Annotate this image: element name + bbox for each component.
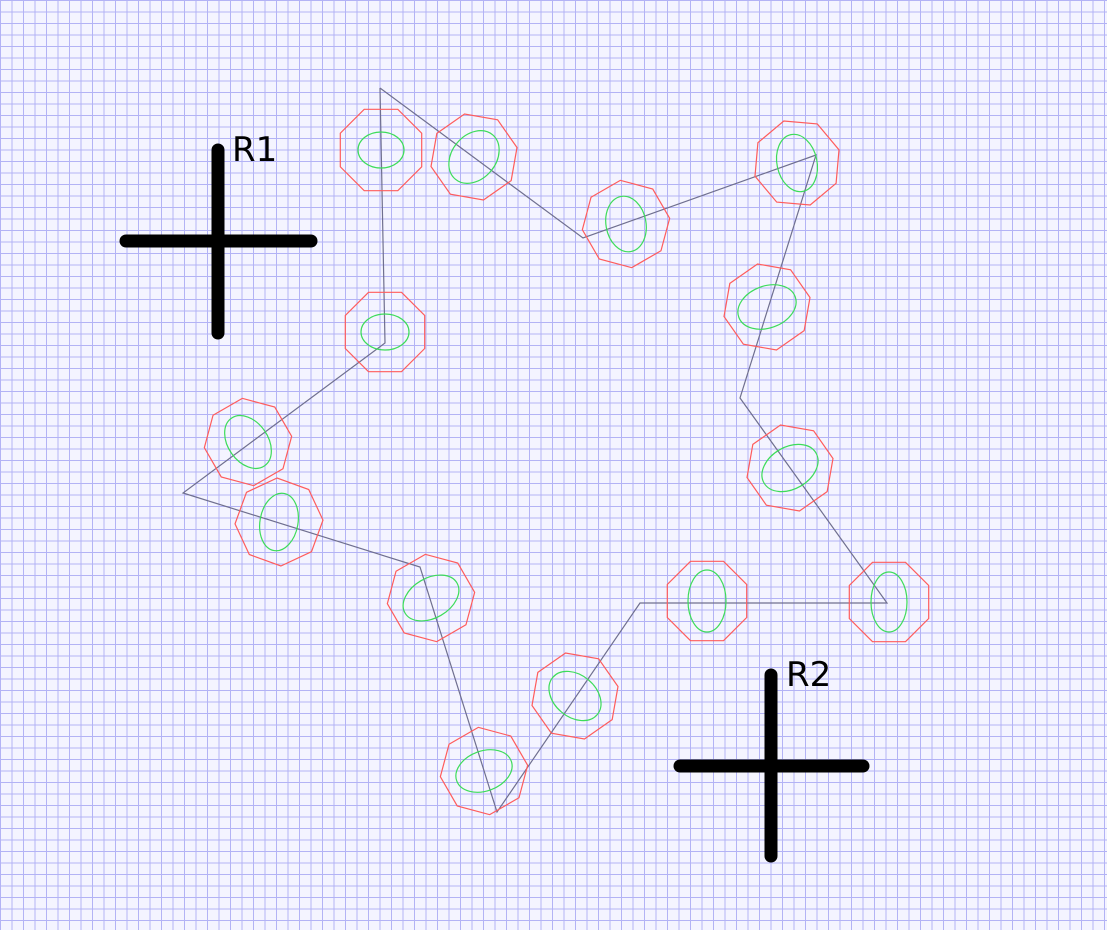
pad-ellipse bbox=[448, 130, 500, 184]
pad-group bbox=[203, 108, 930, 816]
pad-ellipse bbox=[259, 492, 299, 552]
marker-label-r1: R1 bbox=[232, 130, 277, 170]
pad-ellipse bbox=[775, 133, 819, 193]
pad-ellipse bbox=[761, 443, 819, 493]
pad-octagon bbox=[848, 561, 930, 643]
pad-octagon bbox=[234, 477, 324, 567]
pad-octagon bbox=[581, 179, 671, 269]
route-path bbox=[181, 87, 889, 814]
pad-octagon bbox=[754, 120, 840, 206]
marker-label-r2: R2 bbox=[786, 655, 831, 695]
pad-octagon bbox=[344, 291, 426, 373]
pad-ellipse bbox=[605, 195, 647, 253]
pad-ellipse bbox=[737, 284, 797, 330]
pad-octagon bbox=[439, 726, 529, 816]
pad-ellipse bbox=[548, 670, 602, 722]
pad-octagon bbox=[531, 652, 619, 740]
pad-ellipse bbox=[360, 313, 410, 351]
pad-octagon bbox=[666, 560, 748, 642]
pad-ellipse bbox=[402, 574, 460, 622]
registration-marker-r2: R2 bbox=[673, 655, 870, 863]
pad-ellipse bbox=[870, 571, 908, 633]
pad-ellipse bbox=[357, 131, 405, 169]
pad-octagon bbox=[723, 263, 811, 351]
pad-octagon bbox=[203, 397, 293, 487]
pad-octagon bbox=[386, 553, 476, 643]
pad-ellipse bbox=[687, 569, 727, 633]
pad-ellipse bbox=[455, 749, 513, 793]
pad-octagon bbox=[430, 113, 518, 201]
registration-marker-r1: R1 bbox=[119, 130, 318, 340]
pad-octagon bbox=[339, 108, 423, 192]
pad-ellipse bbox=[224, 415, 272, 469]
pad-octagon bbox=[746, 424, 834, 512]
